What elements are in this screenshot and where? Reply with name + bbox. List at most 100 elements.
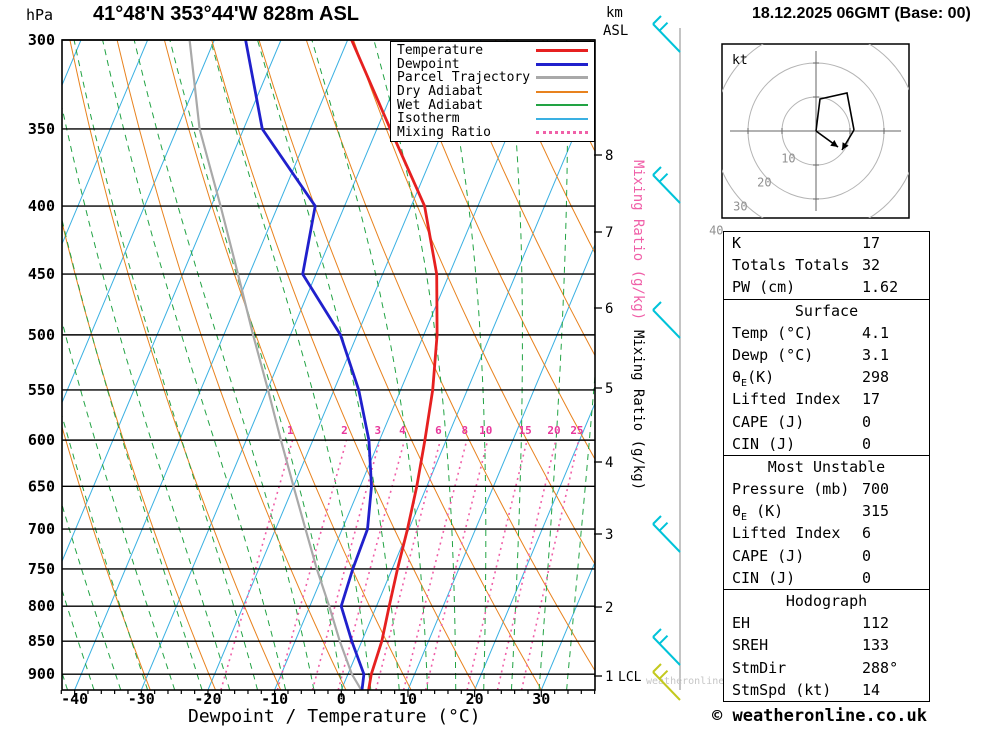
legend-item-label: Mixing Ratio [397, 124, 491, 140]
temp-tick-label: 0 [337, 690, 346, 708]
wind-barb [652, 166, 681, 204]
wet-adiabat-line [73, 40, 259, 690]
table-row: CAPE (J) 0 [724, 411, 929, 433]
legend: Temperature Dewpoint Parcel Trajectory Dry … [390, 41, 595, 143]
wet-adiabat-line [538, 40, 568, 690]
table-section-title: Most Unstable [767, 457, 886, 476]
mixing-ratio-line [402, 439, 468, 690]
temp-tick-label: 30 [532, 690, 550, 708]
hodograph-ring-label: 10 [781, 152, 795, 166]
pressure-tick-label: 650 [28, 477, 55, 495]
table-row: Dewp (°C) 3.1 [724, 344, 929, 366]
wet-adiabat-line [257, 40, 400, 690]
temp-tick-label: -40 [61, 690, 88, 708]
hodograph-ring-label: 40 [709, 224, 723, 238]
table-row-value: 700 [862, 480, 890, 499]
dry-adiabat-line [258, 40, 542, 690]
table-row: CAPE (J) 0 [724, 545, 929, 567]
table-row-label: SREH [732, 636, 769, 655]
km-tick-label: 4 [605, 455, 613, 471]
mixing-ratio-value-label: 15 [519, 424, 532, 437]
wind-barb [652, 15, 681, 53]
lcl-label: LCL [618, 670, 642, 685]
wet-adiabat-line [169, 40, 343, 690]
dry-adiabat-line [353, 40, 595, 566]
watermark-text: weatheronline.co.uk [646, 676, 760, 687]
table-row-value: 6 [862, 524, 872, 543]
hodograph-ring-label: 20 [757, 176, 771, 190]
temperature-curve [350, 40, 439, 690]
wet-adiabat-line [440, 40, 487, 690]
hodograph-arrowhead [842, 142, 849, 150]
pressure-tick-label: 700 [28, 520, 55, 538]
table-row-label: Lifted Index [732, 390, 841, 409]
legend-line-sample [536, 62, 588, 66]
table-row: Totals Totals 32 [724, 254, 929, 276]
table-row-value: 133 [862, 636, 890, 655]
isotherm-line [62, 40, 282, 563]
pressure-tick-label: 500 [28, 326, 55, 344]
temp-tick-label: 10 [399, 690, 417, 708]
wet-adiabat-line [210, 40, 372, 690]
legend-item-label: Temperature [397, 43, 484, 59]
dry-adiabat-line [62, 220, 216, 690]
dry-adiabat-line [69, 40, 282, 690]
pressure-unit-label: hPa [26, 6, 54, 24]
legend-item: Dry Adiabat [391, 84, 594, 100]
table-row: Pressure (mb) 700 [724, 478, 929, 500]
table-row-value: 0 [862, 568, 872, 587]
pressure-tick-label: 600 [28, 431, 55, 449]
legend-line-sample [536, 104, 588, 107]
isotherm-line [62, 40, 149, 246]
mixing-axis-label: Mixing Ratio (g/kg) [630, 330, 646, 490]
kt-label: kt [732, 53, 748, 68]
mixing-ratio-value-label: 2 [341, 424, 348, 437]
table-row-value: 0 [862, 546, 872, 565]
temp-tick-label: -30 [128, 690, 155, 708]
dry-adiabat-line [400, 40, 595, 461]
table-row-value: 288° [862, 658, 899, 677]
table-row: PW (cm) 1.62 [724, 276, 929, 298]
legend-item-label: Dry Adiabat [397, 84, 484, 100]
run-datetime-title: 18.12.2025 06GMT (Base: 00) [752, 5, 971, 22]
table-row-value: 14 [862, 680, 881, 699]
table-row-value: 298 [862, 368, 890, 387]
wet-adiabat-line [62, 319, 176, 690]
dry-adiabat-line [494, 40, 595, 255]
legend-item: Wet Adiabat [391, 97, 594, 113]
legend-item-label: Wet Adiabat [397, 97, 484, 113]
table-row-value: 0 [862, 412, 872, 431]
dry-adiabat-line [116, 40, 347, 690]
table-row-label: θE(K) [732, 368, 775, 390]
table-row: SREH 133 [724, 634, 929, 656]
table-row-label: Pressure (mb) [732, 480, 850, 499]
wet-adiabat-line [102, 40, 287, 690]
dry-adiabat-line [447, 40, 595, 357]
km-tick-label: 5 [605, 381, 613, 397]
isotherm-line [340, 84, 595, 690]
dry-adiabat-line [62, 425, 151, 690]
table-row-label: CIN (J) [732, 434, 796, 453]
isotherm-line [474, 402, 595, 690]
pressure-tick-label: 550 [28, 381, 55, 399]
wind-barb [652, 515, 681, 553]
pressure-tick-label: 400 [28, 197, 55, 215]
table-row: Temp (°C) 4.1 [724, 322, 929, 344]
mixing-ratio-value-label: 3 [375, 424, 382, 437]
mixing-ratio-line [520, 439, 580, 690]
station-title: 41°48'N 353°44'W 828m ASL [93, 3, 360, 25]
isotherm-line [0, 40, 14, 690]
table-row-value: 32 [862, 256, 881, 275]
table-row-label: StmDir [732, 658, 787, 677]
copyright-text: © weatheronline.co.uk [712, 706, 927, 726]
wet-adiabat-line [133, 40, 315, 690]
km-tick-label: 1 [605, 669, 613, 685]
dry-adiabat-line [163, 40, 412, 690]
table-row-value: 3.1 [862, 345, 890, 364]
hodograph-trace [815, 92, 855, 132]
wind-barb [652, 628, 681, 666]
wet-adiabat-line [373, 40, 457, 690]
mixing-ratio-line [276, 439, 348, 690]
isotherm-line [207, 40, 482, 690]
